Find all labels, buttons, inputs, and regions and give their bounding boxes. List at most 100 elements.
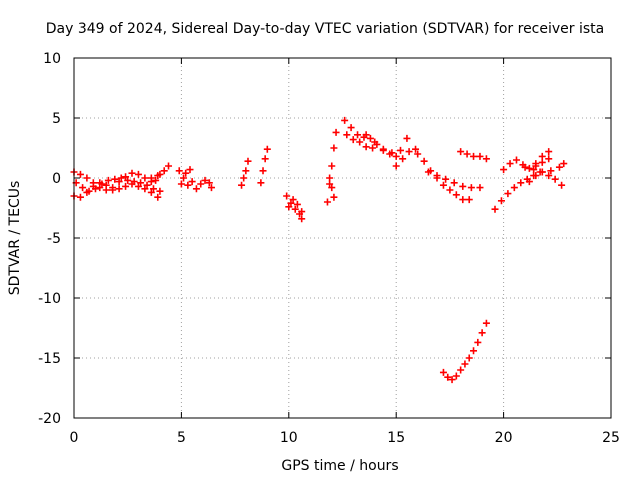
x-axis-label: GPS time / hours <box>281 458 398 474</box>
data-point <box>433 172 441 180</box>
data-point <box>328 162 336 170</box>
data-point <box>459 196 467 204</box>
series-arc-23 <box>500 155 553 174</box>
data-point <box>102 181 110 189</box>
data-point <box>547 167 555 175</box>
data-point <box>525 178 533 186</box>
data-point <box>207 184 215 192</box>
data-point <box>184 181 192 189</box>
data-point <box>76 170 84 178</box>
data-point <box>452 191 460 199</box>
series-arc-06 <box>177 166 194 188</box>
data-point <box>293 200 301 208</box>
data-point <box>147 174 155 182</box>
data-point <box>332 128 340 136</box>
data-point <box>109 186 117 194</box>
data-point <box>424 168 432 176</box>
data-point <box>369 144 377 152</box>
data-point <box>538 158 546 166</box>
data-point <box>111 175 119 183</box>
data-point <box>287 199 295 207</box>
data-point <box>356 138 364 146</box>
data-point <box>521 163 529 171</box>
data-point <box>439 368 447 376</box>
y-tick-label: 0 <box>52 171 61 187</box>
data-point <box>444 373 452 381</box>
data-point <box>104 176 112 184</box>
y-tick-label: -10 <box>38 291 61 307</box>
series-arc-02 <box>70 179 162 201</box>
data-point <box>474 338 482 346</box>
data-point <box>259 167 267 175</box>
data-point <box>122 173 130 181</box>
data-point <box>366 134 374 142</box>
data-point <box>147 188 155 196</box>
series-arc-22 <box>491 168 544 213</box>
data-point <box>328 184 336 192</box>
data-point <box>497 197 505 205</box>
data-point <box>79 184 87 192</box>
series-arc-25 <box>521 160 568 176</box>
data-point <box>165 162 173 170</box>
data-point <box>341 116 349 124</box>
data-point <box>399 155 407 163</box>
data-point <box>91 185 99 193</box>
data-point <box>545 172 553 180</box>
data-point <box>560 160 568 168</box>
data-point <box>476 184 484 192</box>
series-arc-09 <box>257 145 271 187</box>
data-point <box>457 148 465 156</box>
data-point <box>470 347 478 355</box>
data-point <box>177 180 185 188</box>
data-point <box>283 192 291 200</box>
data-point <box>555 163 563 171</box>
series-arc-08 <box>238 157 252 189</box>
data-point <box>470 152 478 160</box>
data-point <box>491 205 499 213</box>
x-tick-label: 20 <box>495 430 513 446</box>
x-tick-label: 15 <box>387 430 405 446</box>
data-point <box>175 167 183 175</box>
data-point <box>482 155 490 163</box>
data-point <box>403 134 411 142</box>
data-point <box>457 366 465 374</box>
data-point <box>197 180 205 188</box>
data-point <box>330 144 338 152</box>
data-point <box>291 205 299 213</box>
data-point <box>476 152 484 160</box>
data-point <box>134 182 142 190</box>
series-arc-03 <box>72 174 164 195</box>
ticks-layer: 0 5 10 15 20 25 -20 -15 -10 -5 0 5 10 <box>38 51 620 446</box>
data-point <box>538 168 546 176</box>
data-point <box>76 193 84 201</box>
data-point <box>152 176 160 184</box>
data-point <box>137 179 145 187</box>
series-arc-18 <box>414 150 473 204</box>
series-arc-11 <box>285 196 306 216</box>
data-point <box>362 131 370 139</box>
data-point <box>530 166 538 174</box>
data-point <box>205 179 213 187</box>
y-tick-label: 10 <box>43 51 61 67</box>
data-point <box>238 181 246 189</box>
data-point <box>512 156 520 164</box>
data-point <box>141 174 149 182</box>
data-point <box>182 169 190 177</box>
data-point <box>450 179 458 187</box>
data-point <box>452 372 460 380</box>
data-point <box>115 185 123 193</box>
data-point <box>143 181 151 189</box>
data-point <box>517 179 525 187</box>
data-point <box>160 167 168 175</box>
x-tick-label: 0 <box>70 430 79 446</box>
series-arc-16 <box>362 131 411 157</box>
data-point <box>558 181 566 189</box>
y-axis-label: SDTVAR / TECUs <box>7 181 23 296</box>
data-point <box>285 203 293 211</box>
series-arc-19 <box>424 168 484 192</box>
data-point <box>349 136 357 144</box>
data-point <box>257 179 265 187</box>
data-point <box>261 155 269 163</box>
data-point <box>465 196 473 204</box>
